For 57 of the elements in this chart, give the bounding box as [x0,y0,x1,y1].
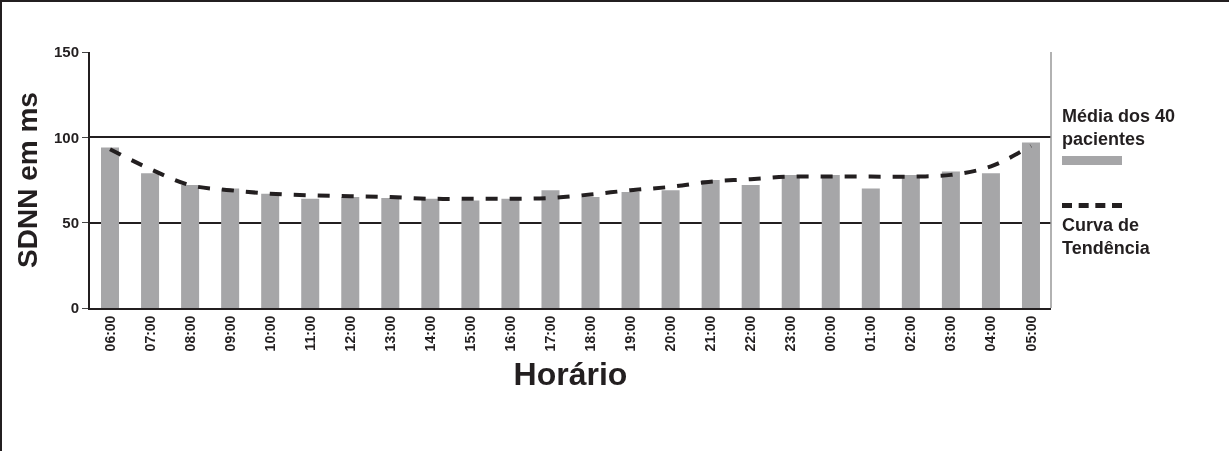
x-tick-label: 22:00 [742,315,759,352]
bar [741,185,760,308]
bar [341,197,360,308]
series-label: Média dos 40 pacientes [1062,105,1177,150]
x-tick-label: 04:00 [982,315,999,352]
bar [381,197,400,308]
y-tick-label: 150 [53,43,79,61]
bar [621,191,640,308]
y-axis-title: SDNN em ms [12,92,44,268]
bar [581,197,600,308]
x-tick-label: 01:00 [862,315,879,352]
x-tick-label: 13:00 [381,315,398,352]
x-tick-label: 20:00 [662,315,679,352]
bar [141,173,160,308]
bar [941,171,960,308]
x-axis-title: Horário [513,355,628,392]
line-series [108,143,1033,201]
bar [981,173,1000,308]
bar [261,193,280,308]
bar [301,198,320,308]
x-tick-label: 08:00 [181,315,198,352]
x-tick-label: 03:00 [942,315,959,352]
y-tick-label: 50 [62,213,79,231]
bar [181,185,200,308]
bar [461,200,480,308]
x-tick-label: 11:00 [301,315,318,351]
x-tick-label: 07:00 [141,315,158,352]
x-tick-label: 18:00 [582,315,599,352]
bar [501,198,520,308]
bar [1021,142,1040,308]
x-tick-label: 17:00 [542,315,559,352]
bar [861,188,880,308]
bar [661,190,680,308]
bar [901,174,920,308]
x-tick-label: 16:00 [501,315,518,352]
x-tick-label: 05:00 [1022,315,1039,352]
legend-label: Curva de Tendência [1062,214,1151,259]
bar [101,147,120,308]
y-tick-label: 0 [70,299,79,317]
x-tick-label: 19:00 [622,315,639,352]
bar [781,174,800,308]
x-tick-label: 10:00 [261,315,278,352]
x-tick-label: 23:00 [782,315,799,352]
bar [221,188,240,308]
bar [701,180,720,308]
x-tick-label: 21:00 [702,315,719,352]
x-tick-label: 15:00 [461,315,478,352]
x-tick-label: 12:00 [341,315,358,352]
bar [421,198,440,308]
bar [821,174,840,308]
x-tick-label: 02:00 [902,315,919,352]
y-tick-label: 100 [53,128,79,146]
x-tick-label: 00:00 [822,315,839,352]
x-tick-label: 06:00 [101,315,118,352]
x-tick-label: 09:00 [221,315,238,352]
x-tick-label: 14:00 [421,315,438,352]
bar [541,190,560,308]
